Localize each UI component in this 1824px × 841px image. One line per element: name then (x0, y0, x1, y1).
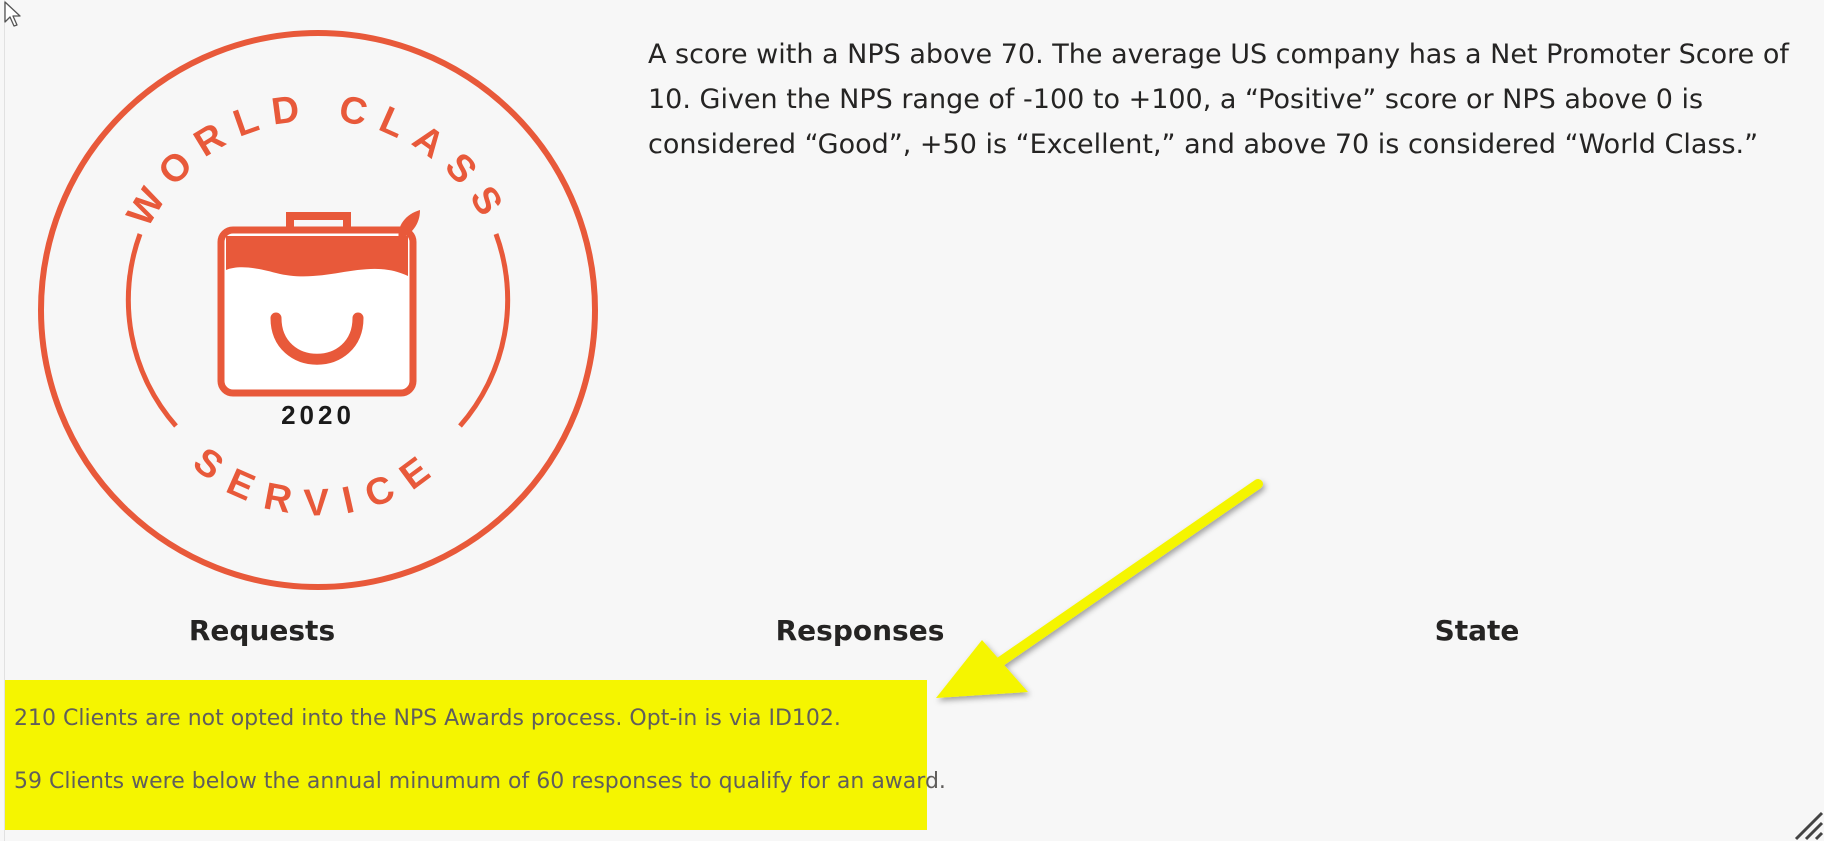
state-column-header: State (1434, 614, 1520, 647)
world-class-service-badge: WORLD CLASS SERVICE 2020 (36, 28, 600, 592)
requests-column-header: Requests (188, 614, 336, 647)
briefcase-smile-icon (217, 210, 420, 397)
mouse-pointer-icon (4, 1, 21, 27)
nps-awards-notice: 210 Clients are not opted into the NPS A… (5, 680, 946, 830)
badge-inner-ring-left (125, 233, 178, 428)
responses-column-header: Responses (775, 614, 945, 647)
notice-opt-in-line: 210 Clients are not opted into the NPS A… (14, 706, 841, 731)
badge-bottom-text: SERVICE (185, 440, 450, 525)
yellow-callout-arrow (936, 479, 1263, 698)
left-border (4, 0, 5, 841)
resize-grip-icon[interactable] (1784, 801, 1824, 841)
badge-inner-ring-right (458, 233, 511, 428)
badge-outer-ring (38, 30, 598, 590)
nps-description: A score with a NPS above 70. The average… (648, 39, 1789, 160)
badge-year: 2020 (281, 400, 355, 430)
notice-minimum-responses-line: 59 Clients were below the annual minumum… (14, 769, 946, 794)
badge-top-text: WORLD CLASS (119, 87, 517, 234)
